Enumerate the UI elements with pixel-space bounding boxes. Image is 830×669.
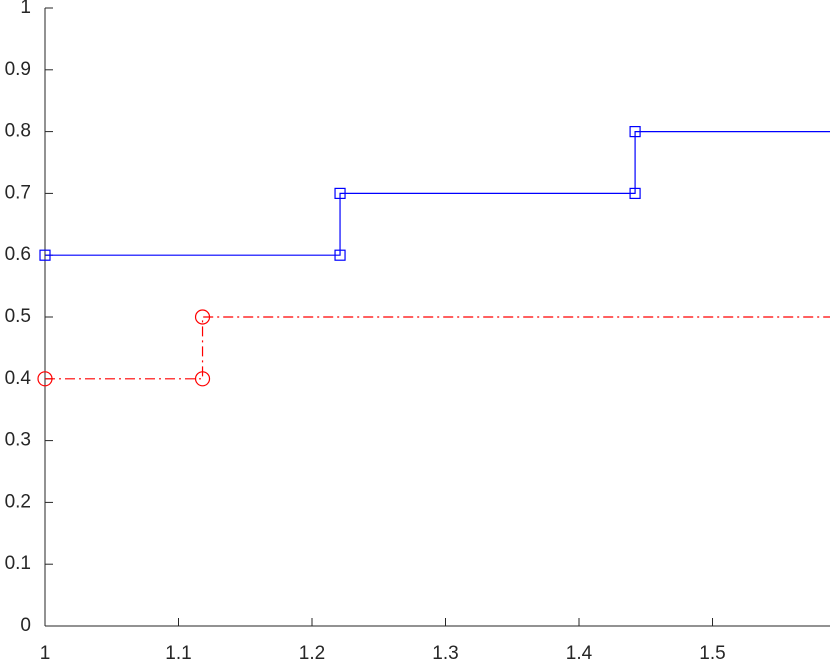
x-tick-label: 1.5 [699, 643, 725, 664]
marker [629, 187, 641, 199]
y-tick-label: 0 [20, 615, 31, 636]
y-tick-label: 0.5 [5, 306, 31, 327]
y-tick-label: 1 [20, 0, 31, 18]
marker [39, 249, 51, 261]
x-tick-label: 1.2 [299, 643, 325, 664]
marker [37, 371, 53, 387]
y-tick-label: 0.1 [5, 553, 31, 574]
x-tick-label: 1.4 [566, 643, 593, 664]
y-tick-label: 0.7 [5, 182, 31, 203]
x-tick-label: 1 [40, 643, 51, 664]
marker [334, 249, 346, 261]
y-tick-label: 0.9 [5, 59, 31, 80]
stairs-line [45, 316, 830, 380]
marker [194, 309, 211, 325]
marker [629, 125, 641, 138]
y-tick-label: 0.4 [5, 368, 32, 389]
marker [194, 371, 211, 387]
y-tick-label: 0.2 [5, 491, 31, 512]
marker [334, 187, 346, 199]
x-tick-label: 1.3 [432, 643, 458, 664]
y-tick-label: 0.3 [5, 430, 31, 451]
stairs-line [45, 131, 830, 256]
y-tick-label: 0.6 [5, 244, 31, 265]
x-tick-label: 1.1 [165, 643, 191, 664]
y-tick-label: 0.8 [5, 121, 31, 142]
